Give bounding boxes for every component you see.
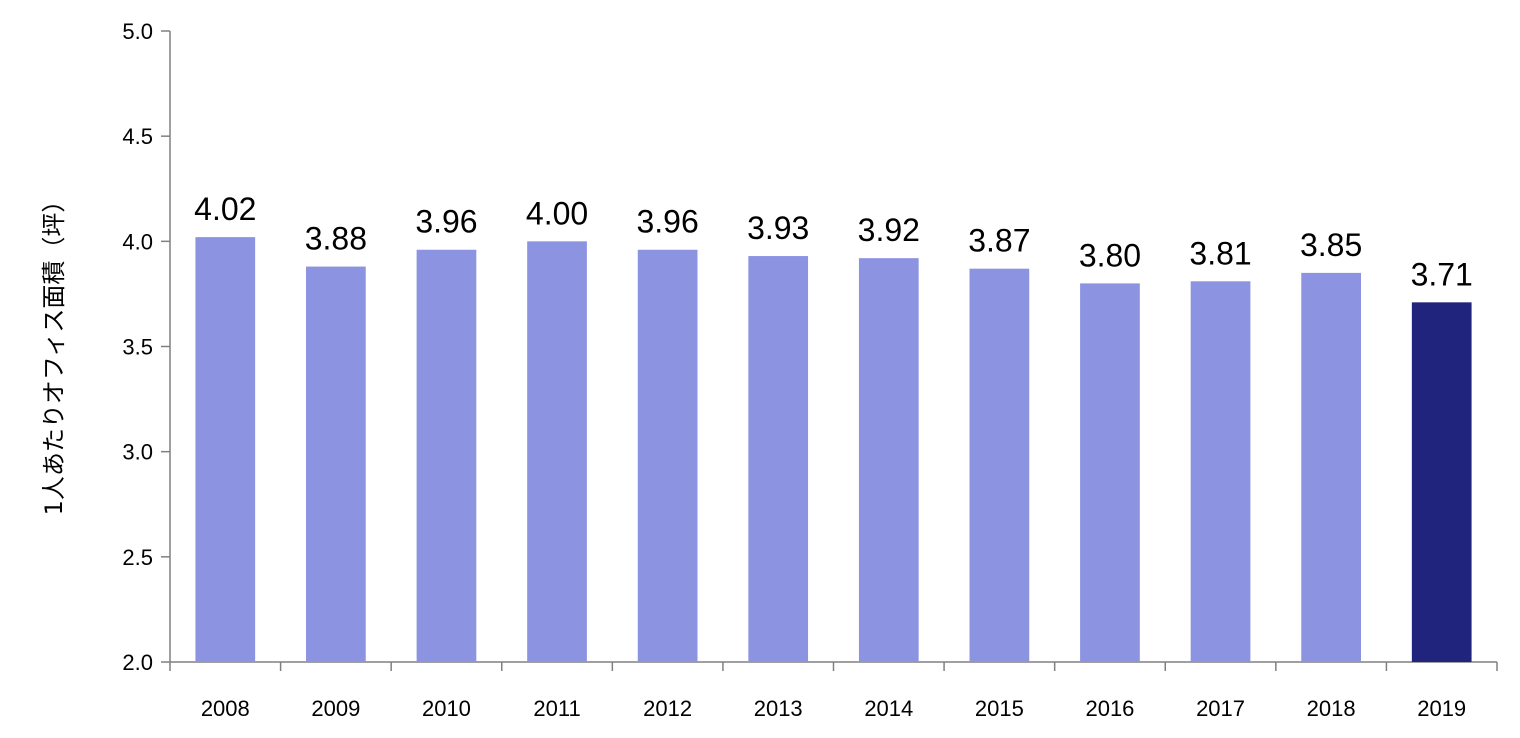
data-label-2010: 3.96 [415,204,477,240]
y-tick-label: 5.0 [122,19,153,44]
data-label-2013: 3.93 [747,210,809,246]
x-tick-label: 2017 [1196,696,1245,721]
data-label-2019: 3.71 [1411,256,1473,292]
bar-2015 [969,268,1030,662]
x-tick-label: 2015 [975,696,1024,721]
data-label-2017: 3.81 [1189,235,1251,271]
y-tick-label: 3.5 [122,335,153,360]
data-label-2011: 4.00 [526,195,588,231]
data-label-2008: 4.02 [194,191,256,227]
data-label-2012: 3.96 [636,204,698,240]
x-tick-label: 2011 [533,696,580,721]
y-tick-label: 2.5 [122,545,153,570]
y-tick-label: 4.0 [122,229,153,254]
y-tick-label: 3.0 [122,440,153,465]
x-tick-label: 2009 [311,696,360,721]
y-axis-title: 1人あたりオフィス面積（坪） [40,189,68,516]
x-tick-label: 2010 [422,696,471,721]
y-tick-label: 4.5 [122,124,153,149]
bar-2008 [195,237,256,663]
data-labels: 4.02 3.88 3.96 4.00 3.96 3.93 3.92 3.87 3.80 3.81… [194,191,1473,292]
x-tick-label: 2014 [864,696,913,721]
bar-2010 [416,249,477,662]
data-label-2018: 3.85 [1300,227,1362,263]
y-tick-label: 2.0 [122,650,153,675]
x-tick-label: 2008 [201,696,250,721]
y-axis: 2.0 2.5 3.0 3.5 4.0 4.5 5.0 [122,19,171,675]
bar-2019 [1411,302,1472,662]
data-label-2015: 3.87 [968,223,1030,259]
data-label-2009: 3.88 [305,221,367,257]
x-axis: 2008 2009 2010 2011 2012 2013 2014 2015 2016 2017… [169,661,1498,721]
bar-2017 [1190,281,1251,662]
x-tick-label: 2012 [643,696,692,721]
x-tick-label: 2019 [1417,696,1466,721]
bar-2013 [748,256,809,662]
data-label-2014: 3.92 [858,212,920,248]
x-tick-label: 2013 [754,696,803,721]
bar-2014 [858,258,919,662]
x-tick-label: 2016 [1085,696,1134,721]
x-tick-label: 2018 [1307,696,1356,721]
bars [195,237,1472,663]
bar-2009 [306,266,366,662]
bar-2018 [1301,272,1361,662]
data-label-2016: 3.80 [1079,237,1141,273]
bar-2016 [1080,283,1140,662]
bar-2012 [637,249,698,662]
bar-2011 [527,241,587,663]
